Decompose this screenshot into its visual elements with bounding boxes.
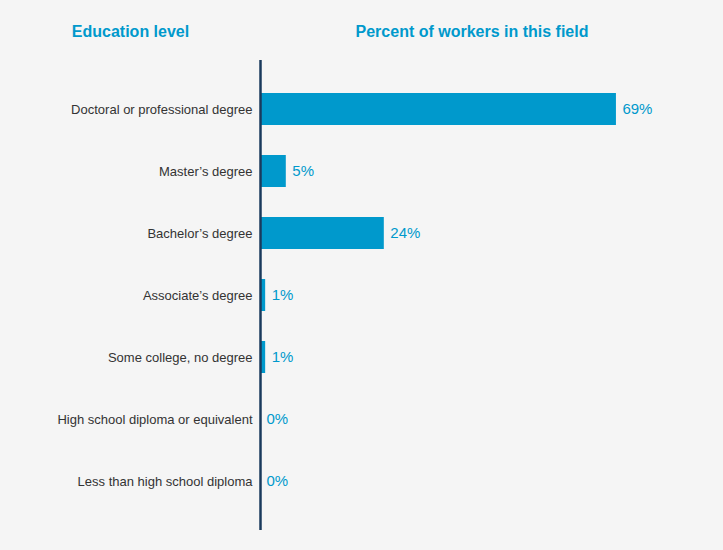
svg-text:69%: 69% xyxy=(622,100,652,117)
svg-text:Associate’s degree: Associate’s degree xyxy=(143,288,253,303)
svg-text:Less than high school diploma: Less than high school diploma xyxy=(78,474,254,489)
svg-text:Education level: Education level xyxy=(72,23,189,40)
svg-text:1%: 1% xyxy=(272,286,294,303)
svg-text:Doctoral or professional degre: Doctoral or professional degree xyxy=(71,102,252,117)
svg-text:Some college, no degree: Some college, no degree xyxy=(108,350,253,365)
svg-text:Percent of workers in this fie: Percent of workers in this field xyxy=(356,23,589,40)
svg-text:5%: 5% xyxy=(292,162,314,179)
svg-text:0%: 0% xyxy=(267,410,289,427)
svg-text:1%: 1% xyxy=(272,348,294,365)
svg-text:Bachelor’s degree: Bachelor’s degree xyxy=(147,226,252,241)
svg-text:0%: 0% xyxy=(267,472,289,489)
svg-text:High school diploma or equival: High school diploma or equivalent xyxy=(57,412,253,427)
svg-text:Master’s degree: Master’s degree xyxy=(159,164,252,179)
svg-text:24%: 24% xyxy=(390,224,420,241)
